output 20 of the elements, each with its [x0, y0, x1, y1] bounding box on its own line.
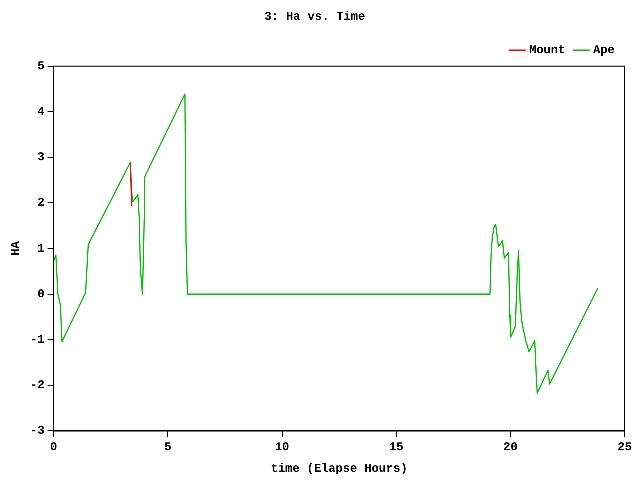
y-axis-title: HA: [9, 240, 24, 256]
y-tick-label: 0: [38, 287, 45, 302]
y-tick-label: 4: [38, 105, 45, 120]
y-tick-label: 1: [38, 242, 45, 256]
legend-label: Mount: [529, 43, 566, 58]
x-tick-label: 15: [389, 440, 404, 454]
legend-label: Ape: [593, 43, 616, 58]
y-tick-label: -1: [30, 333, 45, 348]
chart-title: 3: Ha vs. Time: [264, 10, 366, 24]
x-tick-label: 5: [164, 440, 172, 454]
x-tick-label: 0: [50, 440, 58, 454]
x-axis-title: time (Elapse Hours): [270, 462, 408, 476]
y-tick-label: -2: [30, 378, 45, 393]
y-tick-label: -3: [30, 424, 45, 438]
y-tick-label: 5: [38, 59, 45, 74]
x-tick-label: 10: [275, 440, 290, 454]
x-tick-label: 20: [504, 440, 518, 454]
y-tick-label: 2: [38, 196, 45, 210]
x-tick-label: 25: [618, 440, 632, 454]
y-tick-label: 3: [38, 150, 45, 165]
